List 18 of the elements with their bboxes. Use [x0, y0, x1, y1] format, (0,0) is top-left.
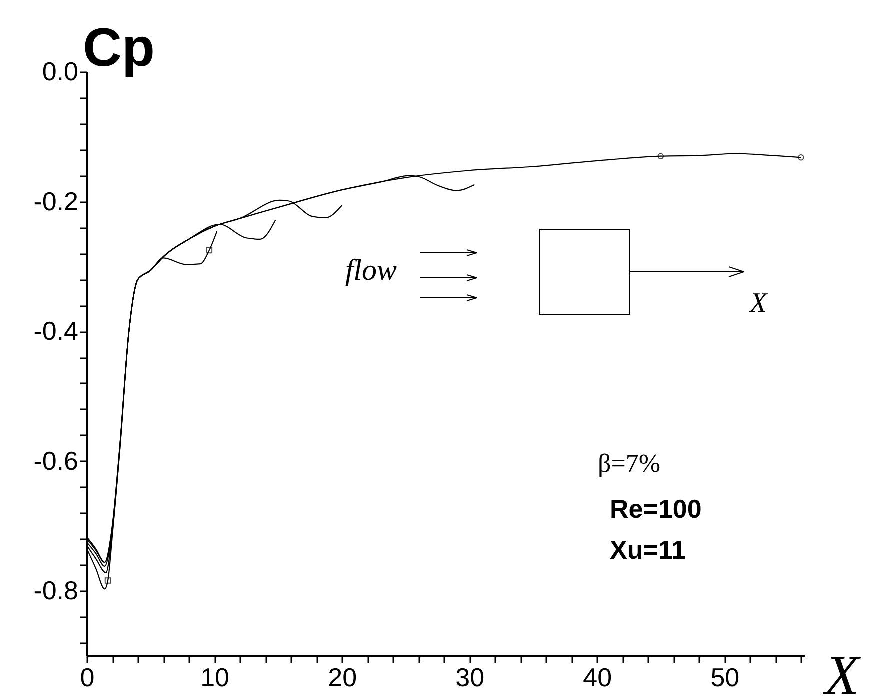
x-tick-label: 0	[80, 662, 95, 692]
x-tick-label: 30	[456, 662, 485, 692]
x-tick-label: 40	[583, 662, 612, 692]
y-tick-label: -0.2	[34, 186, 78, 216]
annotation: flow	[345, 254, 397, 287]
x-tick-label: 50	[710, 662, 740, 692]
annotation: Re=100	[610, 494, 702, 524]
annotation: X	[749, 288, 768, 319]
y-tick-label: -0.8	[34, 576, 78, 606]
y-axis-title: Cp	[83, 18, 155, 78]
y-tick-label: 0.0	[42, 56, 78, 86]
annotation: Xu=11	[610, 535, 686, 565]
annotation: β=7%	[598, 449, 661, 478]
x-tick-label: 10	[200, 662, 230, 692]
y-tick-label: -0.6	[34, 446, 78, 476]
x-axis-title: X	[823, 645, 862, 697]
y-tick-label: -0.4	[34, 316, 78, 346]
x-tick-label: 20	[328, 662, 358, 692]
